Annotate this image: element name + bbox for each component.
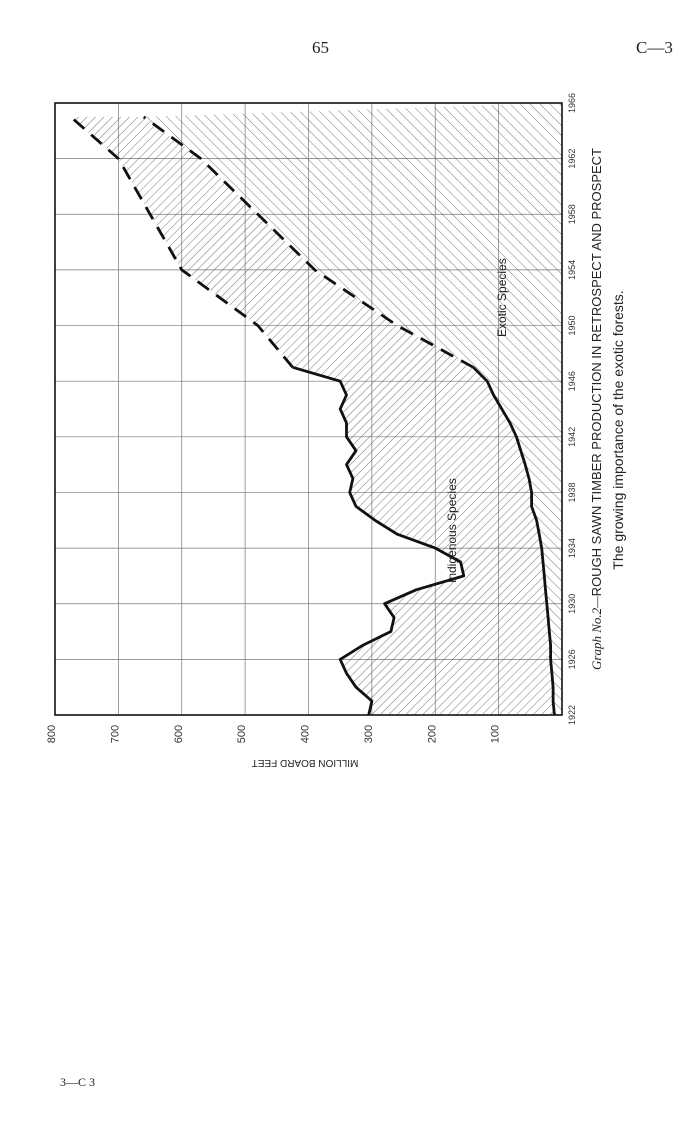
x-tick-label-1938: 1938 [567, 482, 577, 502]
y-tick-label-100: 100 [490, 725, 502, 743]
x-tick-label-1966: 1966 [567, 93, 577, 113]
x-tick-label-1922: 1922 [567, 705, 577, 725]
exotic-species-label: Exotic Species [495, 258, 509, 337]
x-tick-label-1950: 1950 [567, 316, 577, 336]
y-tick-label-800: 800 [46, 725, 58, 743]
x-tick-label-1930: 1930 [567, 594, 577, 614]
indigenous-series-line-projection [69, 115, 294, 369]
y-tick-label-200: 200 [426, 725, 438, 743]
y-tick-label-300: 300 [363, 725, 375, 743]
exotic-species-area [143, 103, 562, 715]
chart-title-prefix: Graph No.2— [589, 596, 604, 670]
area-fills [70, 103, 562, 715]
footer-reference: 3—C 3 [60, 1075, 96, 1089]
page-number: 65 [312, 38, 329, 57]
y-tick-labels: 100 200 300 400 500 600 700 800 [46, 725, 502, 743]
series-lines [69, 115, 556, 716]
x-tick-label-1958: 1958 [567, 204, 577, 224]
y-tick-label-400: 400 [300, 725, 312, 743]
indigenous-series-line-actual [292, 365, 466, 716]
page-reference: C—3 [636, 38, 673, 57]
y-tick-label-600: 600 [173, 725, 185, 743]
chart-subtitle: The growing importance of the exotic for… [610, 290, 626, 569]
x-tick-label-1942: 1942 [567, 427, 577, 447]
y-tick-label-500: 500 [236, 725, 248, 743]
x-tick-label-1934: 1934 [567, 538, 577, 558]
x-tick-label-1962: 1962 [567, 149, 577, 169]
chart-title-main: ROUGH SAWN TIMBER PRODUCTION IN RETROSPE… [589, 148, 604, 596]
chart-title: Graph No.2—ROUGH SAWN TIMBER PRODUCTION … [589, 148, 604, 670]
x-tick-label-1946: 1946 [567, 371, 577, 391]
x-tick-labels: 1922 1926 1930 1934 1938 1942 1946 1950 1954 1958… [567, 93, 577, 725]
exotic-series-line-projection [142, 115, 474, 369]
exotic-series-line-actual [472, 366, 556, 716]
y-tick-label-700: 700 [109, 725, 121, 743]
y-axis-label: MILLION BOARD FEET [252, 757, 359, 768]
x-tick-label-1954: 1954 [567, 260, 577, 280]
x-tick-label-1926: 1926 [567, 649, 577, 669]
plot-frame [54, 102, 563, 716]
chart-labels: MILLION BOARD FEET Graph No.2—ROUGH SAWN … [252, 148, 626, 768]
indigenous-species-label: Indigenous Species [445, 478, 459, 583]
indigenous-species-area [70, 116, 555, 715]
